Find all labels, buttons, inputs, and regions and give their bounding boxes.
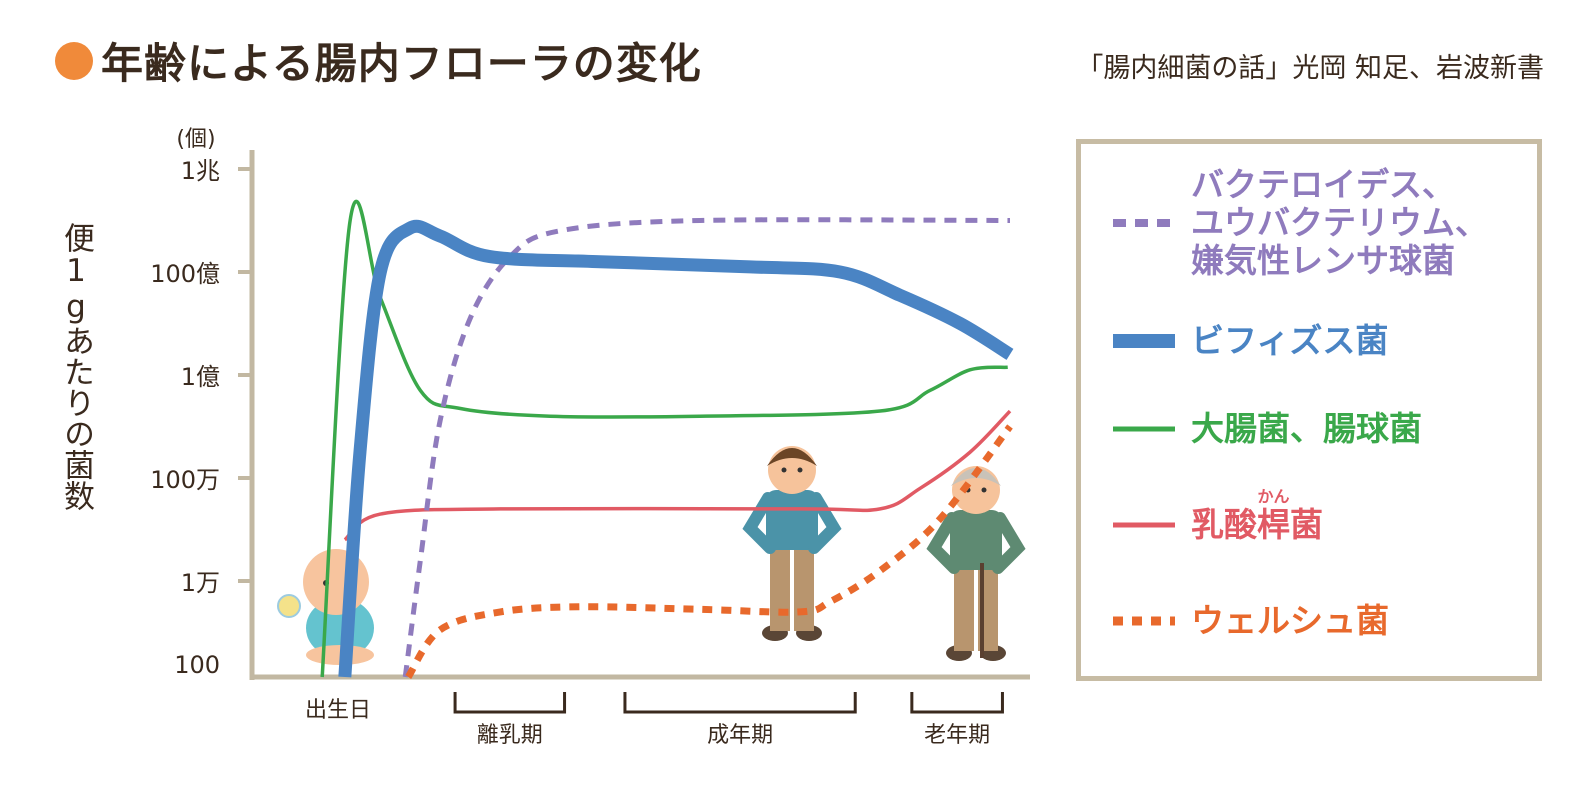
legend-label-line: 嫌気性レンサ球菌 bbox=[1191, 241, 1455, 280]
x-stage-label: 成年期 bbox=[707, 723, 773, 748]
elderly-man-illustration bbox=[926, 466, 1026, 661]
legend-label: ウェルシュ菌 bbox=[1191, 601, 1389, 640]
series-line-1 bbox=[338, 219, 1014, 678]
torso bbox=[766, 490, 818, 550]
legend-label-with-ruby: かん 乳酸桿菌 bbox=[1191, 489, 1323, 544]
legend-label-line: ユウバクテリウム、 bbox=[1191, 203, 1488, 242]
x-stage-bracket bbox=[453, 692, 567, 714]
leg bbox=[770, 543, 790, 631]
eye bbox=[981, 487, 987, 493]
series-line-0 bbox=[402, 217, 1011, 678]
legend-label-line: バクテロイデス、 bbox=[1191, 165, 1455, 204]
legend-item-ecoli: 大腸菌、腸球菌 bbox=[1113, 410, 1422, 448]
legend-item-welchii: ウェルシュ菌 bbox=[1113, 602, 1389, 640]
y-tick-label: 100万 bbox=[150, 466, 220, 494]
x-stage-bracket bbox=[623, 692, 857, 714]
series-line-3 bbox=[343, 409, 1012, 542]
legend-label: 大腸菌、腸球菌 bbox=[1191, 409, 1422, 448]
orange-bullet-icon bbox=[55, 41, 93, 80]
leg bbox=[954, 563, 974, 651]
y-tick-label: 100 bbox=[174, 651, 220, 679]
torso bbox=[950, 510, 1002, 570]
legend-item-bacteroides: バクテロイデス、 ユウバクテリウム、 嫌気性レンサ球菌 bbox=[1113, 166, 1488, 280]
eye bbox=[781, 467, 787, 473]
rattle-icon bbox=[277, 594, 301, 618]
legend-swatch-thick-blue bbox=[1113, 334, 1175, 348]
source-citation: 「腸内細菌の話」光岡 知足、岩波新書 bbox=[1076, 53, 1544, 84]
legend: バクテロイデス、 ユウバクテリウム、 嫌気性レンサ球菌 ビフィズス菌 大腸菌、腸… bbox=[1076, 139, 1542, 681]
leg bbox=[794, 543, 814, 631]
eye bbox=[797, 467, 803, 473]
y-tick-label: 1兆 bbox=[181, 157, 220, 185]
legend-item-lactobacillus: かん 乳酸桿菌 bbox=[1113, 489, 1323, 544]
hair bbox=[767, 448, 817, 466]
legend-swatch-dotted-orange bbox=[1113, 616, 1175, 626]
legend-label: ビフィズス菌 bbox=[1191, 321, 1389, 360]
legend-item-bifidobacteria: ビフィズス菌 bbox=[1113, 322, 1388, 360]
x-stage-label: 離乳期 bbox=[477, 723, 543, 748]
x-stage-label: 出生日 bbox=[305, 698, 371, 723]
chart-title: 年齢による腸内フローラの変化 bbox=[55, 30, 702, 91]
baby-head bbox=[303, 549, 369, 615]
y-axis-label: 便1gあたりの菌数 bbox=[58, 222, 94, 511]
series-line-4 bbox=[405, 424, 1013, 679]
series-line-2 bbox=[320, 199, 1008, 678]
legend-swatch-dashed-purple bbox=[1113, 219, 1175, 227]
legend-ruby-reading: かん bbox=[1257, 487, 1290, 506]
legend-label: 乳酸桿菌 bbox=[1191, 505, 1323, 544]
x-stage-bracket bbox=[910, 692, 1004, 714]
y-unit-label: (個) bbox=[176, 127, 215, 152]
legend-swatch-red bbox=[1113, 522, 1175, 528]
arm bbox=[926, 512, 960, 574]
legend-swatch-green bbox=[1113, 426, 1175, 432]
y-tick-label: 100億 bbox=[150, 260, 220, 288]
y-tick-label: 1億 bbox=[181, 363, 220, 391]
chart-title-text: 年齢による腸内フローラの変化 bbox=[101, 39, 702, 88]
x-stage-label: 老年期 bbox=[924, 723, 990, 748]
arm bbox=[992, 512, 1026, 574]
y-tick-label: 1万 bbox=[181, 569, 220, 597]
